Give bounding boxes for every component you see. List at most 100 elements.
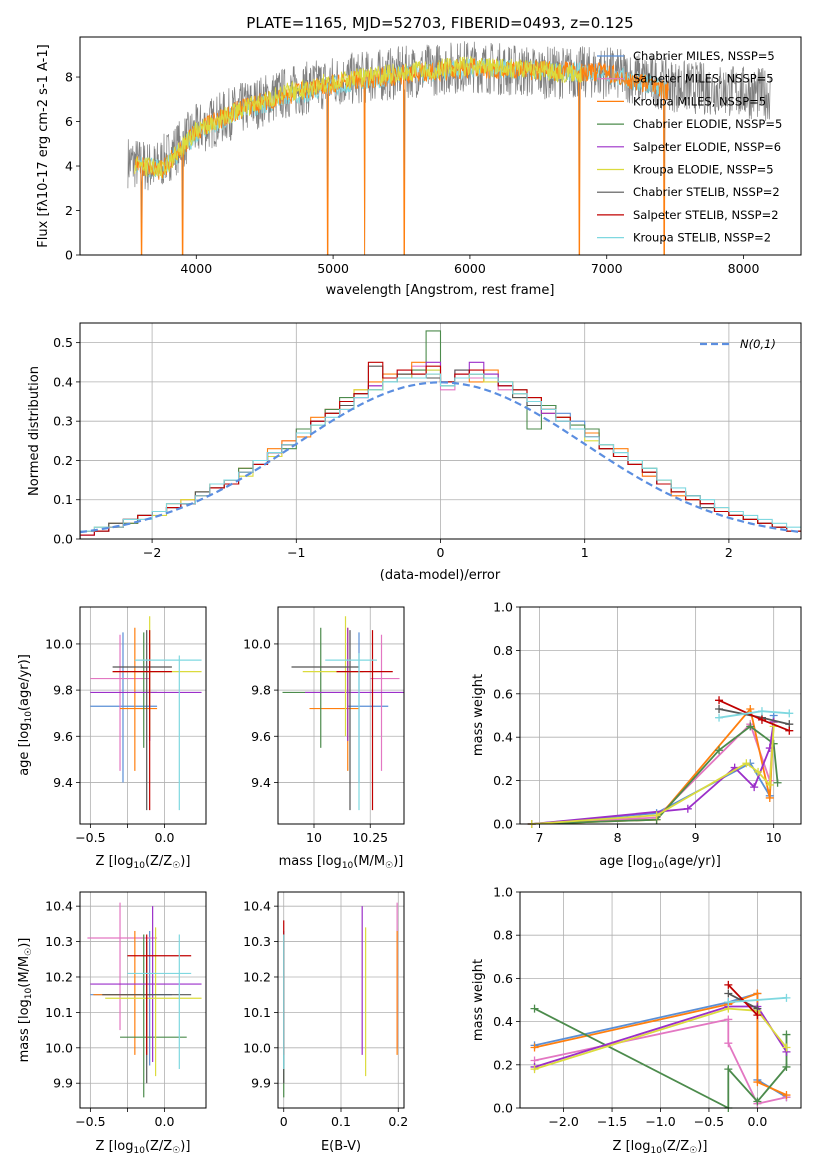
legend-label-salpeter-miles: Salpeter MILES, NSSP=5 bbox=[633, 72, 774, 86]
y-axis-label-part: mass weight bbox=[471, 674, 486, 756]
x-axis-label: age [log10(age/yr)] bbox=[599, 854, 721, 871]
axes-frame bbox=[519, 891, 802, 1109]
y-tick-label: 0.2 bbox=[53, 453, 73, 468]
weight-point-kroupa-stelib bbox=[782, 993, 791, 1002]
y-tick-label: 9.4 bbox=[53, 775, 73, 790]
x-tick-label: −2 bbox=[143, 545, 161, 560]
legend-label-chabrier-miles: Chabrier MILES, NSSP=5 bbox=[633, 49, 775, 63]
axes-frame bbox=[519, 606, 802, 825]
legend-label-salpeter-miles-part: Salpeter MILES, N bbox=[633, 72, 735, 86]
legend-label-chabrier-elodie-part: SSP=5 bbox=[744, 117, 783, 131]
x-tick-label: 4000 bbox=[180, 261, 212, 276]
weight-point-chabrier-elodie bbox=[530, 1004, 539, 1013]
y-tick-label: 9.6 bbox=[53, 729, 73, 744]
legend-label-normal: N(0,1) bbox=[740, 337, 776, 351]
x-axis-label-part: (Z/Z bbox=[662, 1139, 689, 1154]
age-vs-z-axes: −0.5 0.09.49.69.810.0Z [log10(Z/Z☉)]age [… bbox=[17, 606, 207, 871]
y-tick-label: 0.2 bbox=[493, 773, 513, 788]
weight-point-kroupa-elodie bbox=[754, 767, 763, 776]
legend-label-chabrier-stelib: Chabrier STELIB, NSSP=2 bbox=[633, 185, 780, 199]
x-axis-label-part: (Z/Z bbox=[145, 1139, 172, 1154]
y-axis-label-part: mass [log bbox=[17, 999, 32, 1062]
y-axis-label-part: 10 bbox=[24, 987, 34, 999]
y-tick-label: 10.0 bbox=[45, 636, 73, 651]
x-tick-label: −1.5 bbox=[597, 1114, 627, 1129]
x-axis-label-part: 10 bbox=[133, 861, 145, 871]
x-tick-label: 0.1 bbox=[331, 1114, 351, 1129]
y-axis-label-part: -1 A bbox=[36, 62, 51, 88]
spectrum-axes: 4000 5000 6000 7000 8000 0 2 4 6 8 Chabrier MILES,… bbox=[36, 36, 802, 298]
y-tick-label: 0.3 bbox=[53, 414, 73, 429]
legend-label-chabrier-miles-part: SSP=5 bbox=[736, 49, 775, 63]
weight-line-chabrier-elodie bbox=[531, 725, 779, 824]
y-tick-label: 10.4 bbox=[243, 899, 271, 914]
x-axis-label: (data-model)/error bbox=[380, 568, 501, 583]
x-tick-label: 2 bbox=[725, 545, 733, 560]
x-axis-label: Z [log10(Z/Z☉)] bbox=[96, 854, 191, 871]
x-axis-label-part: (data-model)/error bbox=[380, 568, 501, 583]
weight-line-kroupa-elodie bbox=[534, 1007, 788, 1070]
y-axis-label: mass [log10(M/M☉)] bbox=[17, 938, 34, 1063]
x-axis-label-part: Z [log bbox=[96, 854, 134, 869]
weight-point-salpeter-stelib bbox=[724, 980, 733, 989]
axes-frame bbox=[79, 891, 207, 1109]
x-tick-label: 0.0 bbox=[155, 830, 175, 845]
y-axis-label-part: Flux [f bbox=[36, 206, 51, 247]
axes-frame bbox=[79, 606, 207, 825]
weight-point-salpeter-elodie bbox=[750, 783, 759, 792]
y-tick-label: 0.0 bbox=[493, 1101, 513, 1116]
y-axis-label-part: mass weight bbox=[471, 959, 486, 1041]
weight-point-kroupa-miles bbox=[782, 1091, 791, 1100]
legend-label-salpeter-elodie: Salpeter ELODIE, NSSP=6 bbox=[633, 140, 781, 154]
weight-point-kroupa-elodie bbox=[782, 1043, 791, 1052]
legend-label-salpeter-elodie-part: SSP=6 bbox=[743, 140, 782, 154]
weight-vs-z-axes: −2.0 −1.5 −1.0 −0.5 0.0 0.0 0.2 0.4 0.6 0.8 1.0 Z [… bbox=[471, 885, 802, 1156]
axes-frame bbox=[79, 322, 802, 540]
x-axis-label-part: Z [log bbox=[613, 1139, 651, 1154]
legend-label-kroupa-elodie-part: SSP=5 bbox=[735, 163, 774, 177]
legend-label-kroupa-miles-part: Kroupa MILES, N bbox=[633, 94, 728, 108]
y-tick-label: 10.0 bbox=[45, 1040, 73, 1055]
histogram-axes: −2 −1 0 1 2 0.0 0.1 0.2 0.3 0.4 0.5 N(0,1) (data-mod… bbox=[27, 322, 802, 583]
y-tick-label: 0.6 bbox=[493, 971, 513, 986]
hist-step-kroupa-stelib bbox=[80, 373, 801, 539]
x-axis-label-part: mass [log bbox=[279, 854, 342, 869]
y-tick-label: 9.6 bbox=[251, 729, 271, 744]
y-tick-label: 6 bbox=[65, 114, 73, 129]
weight-point-kroupa-miles bbox=[530, 1043, 539, 1052]
y-axis-label: Normed distribution bbox=[27, 366, 42, 496]
legend-label-chabrier-stelib-part: SSP=2 bbox=[741, 185, 780, 199]
weight-line-kroupa-elodie bbox=[531, 726, 775, 824]
y-axis-label-part: -1] bbox=[36, 44, 51, 62]
weight-line-chabrier-elodie bbox=[534, 1007, 788, 1108]
legend-label-salpeter-stelib-part: SSP=2 bbox=[740, 208, 779, 222]
y-tick-label: 0.4 bbox=[53, 374, 73, 389]
x-axis-label-part: )] bbox=[180, 854, 190, 869]
x-axis-label-part: 10 bbox=[650, 1146, 662, 1156]
weight-point-chabrier-elodie bbox=[746, 722, 755, 731]
y-axis-label: mass weight bbox=[471, 959, 486, 1041]
weight-point-chabrier-stelib bbox=[724, 989, 733, 998]
x-axis-label-part: ☉ bbox=[172, 1146, 180, 1156]
x-axis-label: mass [log10(M/M☉)] bbox=[279, 854, 404, 871]
y-tick-label: 9.4 bbox=[251, 775, 271, 790]
x-axis-label-part: ☉ bbox=[172, 861, 180, 871]
normal-curve-line bbox=[80, 381, 801, 534]
weight-point-kroupa-elodie bbox=[652, 811, 661, 820]
x-tick-label: 8000 bbox=[728, 261, 760, 276]
model-line-kroupa-elodie bbox=[134, 56, 583, 178]
weight-point-chabrier-elodie bbox=[782, 1030, 791, 1039]
y-axis-label: Flux [fλ10-17 erg cm-2 s-1 A-1] bbox=[36, 44, 51, 247]
x-tick-label: 0 bbox=[280, 1114, 288, 1129]
weight-point-salpeter-elodie bbox=[683, 804, 692, 813]
y-tick-label: 1.0 bbox=[493, 885, 513, 900]
x-tick-label: 0.2 bbox=[388, 1114, 408, 1129]
x-axis-label: wavelength [Angstrom, rest frame] bbox=[326, 283, 555, 298]
x-axis-label-part: 10 bbox=[133, 1146, 145, 1156]
x-axis-label: Z [log10(Z/Z☉)] bbox=[613, 1139, 708, 1156]
y-axis-label-part: (M/M bbox=[17, 956, 32, 988]
x-tick-label: −0.5 bbox=[75, 1114, 105, 1129]
